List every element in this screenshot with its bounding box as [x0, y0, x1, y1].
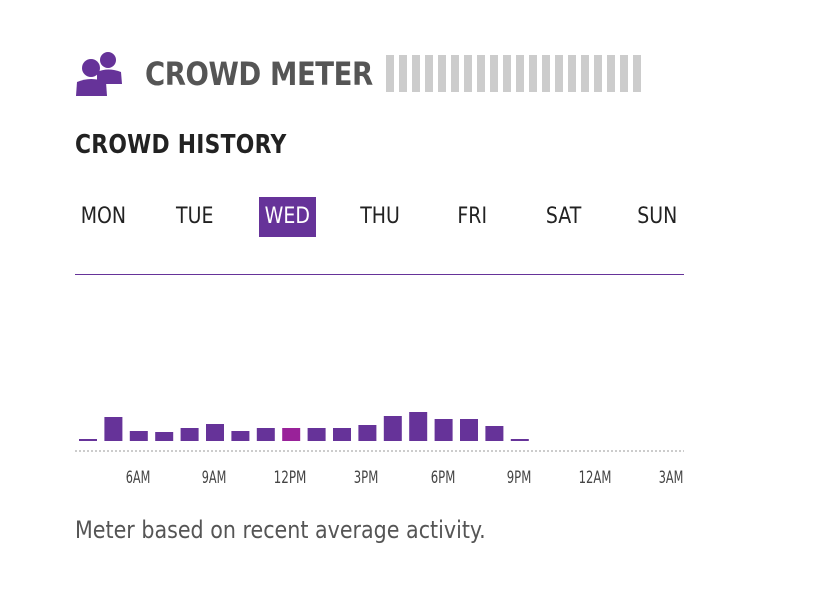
- crowd-history-title: CROWD HISTORY: [75, 130, 287, 160]
- meter-segment: [581, 55, 589, 92]
- tab-label: SUN: [636, 204, 678, 229]
- bar-5am: [104, 417, 123, 441]
- crowd-meter-header: CROWD METER: [75, 50, 410, 98]
- tick-label-6am: 6AM: [126, 468, 151, 488]
- crowd-meter-title: CROWD METER: [145, 55, 373, 93]
- bar-7pm: [460, 419, 478, 441]
- meter-segment: [464, 55, 472, 92]
- tick-label-12am: 12AM: [579, 468, 612, 488]
- meter-segment: [412, 55, 420, 92]
- people-icon: [76, 52, 122, 96]
- bar-4am: [79, 439, 97, 441]
- meter-segment: [425, 55, 433, 92]
- meter-segment: [451, 55, 459, 92]
- meter-segment: [529, 55, 537, 92]
- bar-8am: [180, 428, 199, 441]
- tab-fri[interactable]: FRI: [444, 197, 500, 237]
- bar-2pm: [333, 428, 351, 441]
- bar-11am: [256, 428, 275, 441]
- meter-segment: [477, 55, 485, 92]
- meter-segment: [568, 55, 576, 92]
- tab-tue[interactable]: TUE: [167, 197, 223, 237]
- bar-10am: [231, 431, 250, 441]
- tab-label: WED: [264, 204, 311, 229]
- meter-segment: [503, 55, 511, 92]
- tab-label: SAT: [546, 204, 582, 229]
- footer-note: Meter based on recent average activity.: [75, 516, 486, 544]
- meter-segment: [386, 55, 394, 92]
- tab-label: TUE: [176, 204, 214, 229]
- bar-6am: [129, 431, 148, 441]
- tab-sat[interactable]: SAT: [535, 197, 593, 237]
- tick-label-12pm: 12PM: [274, 468, 307, 488]
- bar-1pm: [307, 428, 326, 441]
- bar-5pm: [409, 412, 428, 441]
- meter-segment: [399, 55, 407, 92]
- tab-label: FRI: [457, 204, 487, 229]
- meter-segment: [594, 55, 602, 92]
- tick-label-6pm: 6PM: [431, 468, 456, 488]
- tick-label-3am: 3AM: [659, 468, 684, 488]
- meter-segment: [607, 55, 615, 92]
- meter-segment: [490, 55, 498, 92]
- bar-3pm: [358, 425, 377, 441]
- tick-label-3pm: 3PM: [354, 468, 379, 488]
- crowd-history-chart: 6AM 9AM 12PM 3PM 6PM 9PM 12AM 3AM: [75, 412, 684, 488]
- tab-wed[interactable]: WED: [259, 197, 316, 237]
- meter-segment: [438, 55, 446, 92]
- tab-sun[interactable]: SUN: [628, 197, 686, 237]
- meter-segment: [542, 55, 550, 92]
- bar-8pm: [485, 426, 504, 441]
- tick-label-9pm: 9PM: [507, 468, 532, 488]
- meter-segment: [633, 55, 641, 92]
- bar-4pm: [383, 416, 402, 441]
- meter-segment: [620, 55, 628, 92]
- tab-thu[interactable]: THU: [351, 197, 409, 237]
- crowd-meter-bar: [386, 55, 641, 92]
- bar-7am: [155, 432, 174, 441]
- tick-label-9am: 9AM: [202, 468, 227, 488]
- bar-9am: [206, 424, 224, 441]
- tab-label: THU: [360, 204, 400, 229]
- meter-segment: [555, 55, 563, 92]
- tab-label: MON: [80, 204, 126, 229]
- meter-segment: [516, 55, 524, 92]
- divider: [75, 274, 684, 275]
- bar-6pm: [434, 419, 453, 441]
- bar-9pm: [510, 439, 529, 441]
- bar-12pm: [282, 428, 301, 441]
- tab-mon[interactable]: MON: [75, 197, 131, 237]
